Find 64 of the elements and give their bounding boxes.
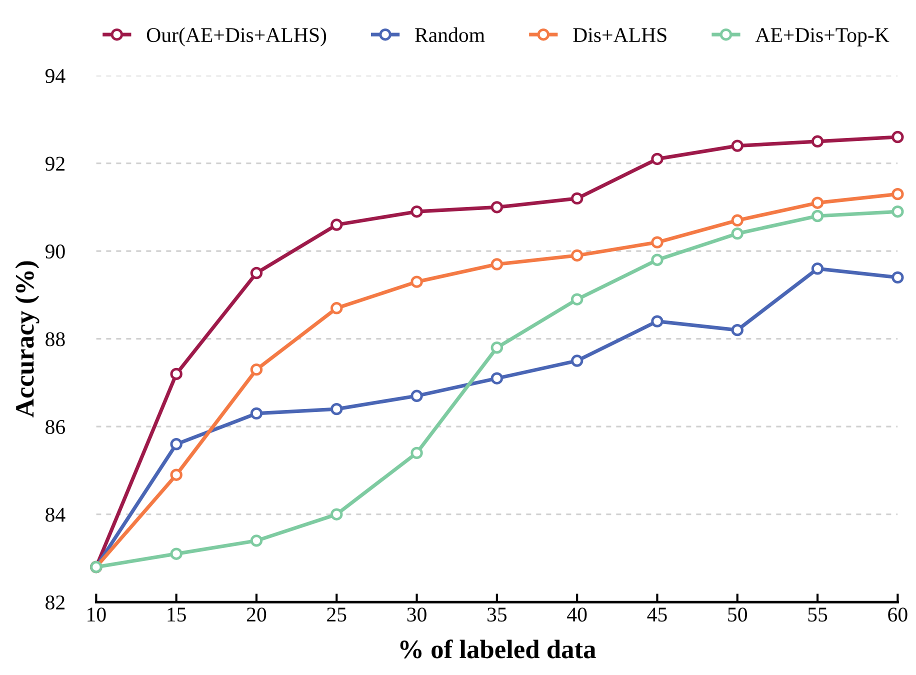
y-tick-label: 88 [46, 332, 65, 346]
point [651, 254, 664, 266]
x-tick-label: 30 [407, 608, 426, 622]
y-axis-title: Accuracy (%) [15, 261, 40, 418]
point [570, 192, 584, 205]
x-tick-label: 25 [327, 608, 346, 622]
x-tick-label: 50 [728, 608, 747, 622]
legend-label: AE+Dis+Top-K [755, 28, 890, 46]
point [811, 135, 824, 148]
point [170, 438, 182, 450]
x-tick-label: 40 [567, 608, 587, 622]
point [250, 266, 263, 280]
point [330, 402, 343, 416]
point [892, 206, 904, 218]
point [410, 276, 423, 288]
x-tick-label: 60 [888, 608, 908, 622]
point [490, 372, 504, 384]
point [490, 201, 504, 214]
point [490, 342, 504, 354]
x-tick-label: 45 [647, 608, 667, 622]
point [170, 468, 182, 481]
point [570, 354, 584, 367]
x-tick-label: 55 [808, 608, 828, 622]
y-tick-label: 84 [46, 508, 66, 522]
x-tick-label: 35 [488, 608, 507, 622]
point [330, 302, 343, 314]
point [731, 140, 744, 152]
point [330, 508, 343, 520]
point [250, 407, 263, 420]
y-tick-label: 92 [45, 156, 64, 171]
point [892, 188, 904, 200]
point [811, 210, 824, 222]
x-axis-title: % of labeled data [400, 639, 596, 658]
point [811, 196, 824, 209]
y-tick-label: 90 [45, 244, 65, 259]
point [250, 534, 263, 547]
y-tick-label: 82 [46, 595, 64, 610]
point [330, 218, 343, 231]
y-tick-label: 86 [46, 420, 66, 434]
point [892, 130, 904, 144]
legend-label: Our(AE+Dis+ALHS) [146, 27, 326, 46]
point [570, 249, 584, 262]
point [651, 152, 664, 166]
point [570, 293, 584, 306]
x-tick-label: 10 [88, 608, 106, 622]
legend-label: Dis+ALHS [573, 28, 666, 42]
point [892, 271, 904, 284]
point [490, 258, 504, 270]
point [410, 390, 423, 402]
y-tick-label: 94 [45, 69, 66, 84]
point [811, 262, 824, 275]
point [410, 446, 423, 460]
legend-label: Random [415, 27, 485, 42]
point [170, 368, 182, 380]
point [651, 315, 664, 328]
point [731, 227, 744, 240]
point [731, 324, 744, 336]
point [651, 236, 664, 248]
point [250, 363, 263, 376]
point [731, 214, 744, 226]
point [410, 206, 423, 218]
x-tick-label: 20 [246, 608, 266, 622]
point [170, 548, 182, 560]
x-tick-label: 15 [168, 608, 186, 622]
